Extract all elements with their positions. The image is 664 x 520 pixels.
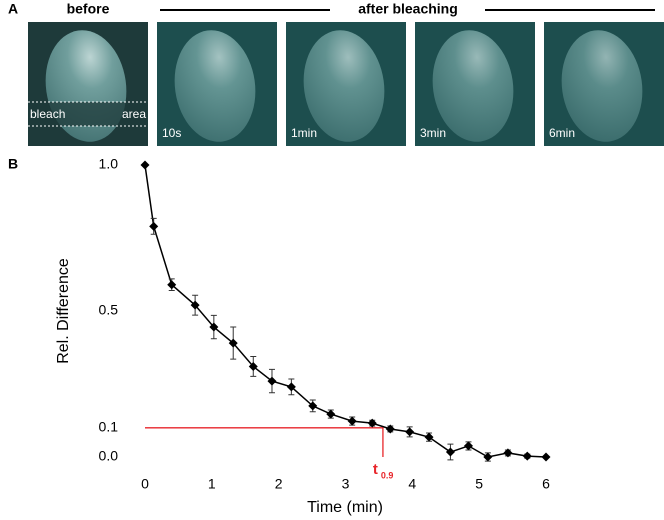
data-point (367, 418, 377, 428)
y-tick-label: 0.1 (99, 419, 119, 435)
x-tick-label: 2 (275, 476, 283, 492)
data-point (503, 448, 513, 458)
data-point (405, 427, 415, 437)
data-point (463, 441, 473, 451)
data-point (308, 401, 318, 411)
data-point (522, 451, 532, 461)
bleached-band (28, 102, 148, 126)
frame-label: 6min (549, 126, 575, 140)
y-tick-label: 1.0 (99, 156, 119, 172)
data-point (385, 424, 395, 434)
bleach-label: bleach (30, 107, 65, 121)
data-point (286, 382, 296, 392)
annotation-label: t (373, 461, 378, 478)
y-tick-label: 0.5 (99, 302, 119, 318)
frame-label: 1min (291, 126, 317, 140)
series-line (144, 164, 547, 458)
data-point (424, 432, 434, 442)
x-tick-label: 3 (342, 476, 350, 492)
area-label: area (122, 107, 146, 121)
data-point (167, 280, 177, 290)
data-point (209, 322, 219, 332)
threshold-line (145, 427, 384, 457)
cell (561, 30, 643, 142)
data-point (541, 452, 551, 462)
x-axis-label: Time (min) (307, 499, 383, 516)
x-tick-label: 4 (408, 476, 416, 492)
data-point (248, 361, 258, 371)
x-tick-label: 1 (208, 476, 216, 492)
data-point (326, 409, 336, 419)
image-row: bleach area 10s 1min 3min 6min (28, 22, 664, 146)
data-point (228, 338, 238, 348)
annotation-subscript: 0.9 (381, 470, 394, 480)
frame-label: 3min (420, 126, 446, 140)
before-label: before (67, 1, 110, 17)
frame-label: 10s (162, 126, 181, 140)
data-point (483, 452, 493, 462)
cell (432, 30, 514, 142)
x-tick-label: 0 (141, 476, 149, 492)
panel-label: A (8, 1, 18, 17)
x-tick-label: 5 (475, 476, 483, 492)
cell (174, 30, 256, 142)
data-point (190, 300, 200, 310)
panel-label: B (8, 156, 18, 172)
x-tick-label: 6 (542, 476, 550, 492)
after-label: after bleaching (358, 1, 458, 17)
data-point (445, 447, 455, 457)
y-tick-label: 0.0 (99, 448, 119, 464)
data-point (347, 416, 357, 426)
data-point (140, 160, 150, 170)
data-point (149, 221, 159, 231)
data-point (267, 376, 277, 386)
y-axis-label: Rel. Difference (55, 258, 72, 364)
cell (303, 30, 385, 142)
